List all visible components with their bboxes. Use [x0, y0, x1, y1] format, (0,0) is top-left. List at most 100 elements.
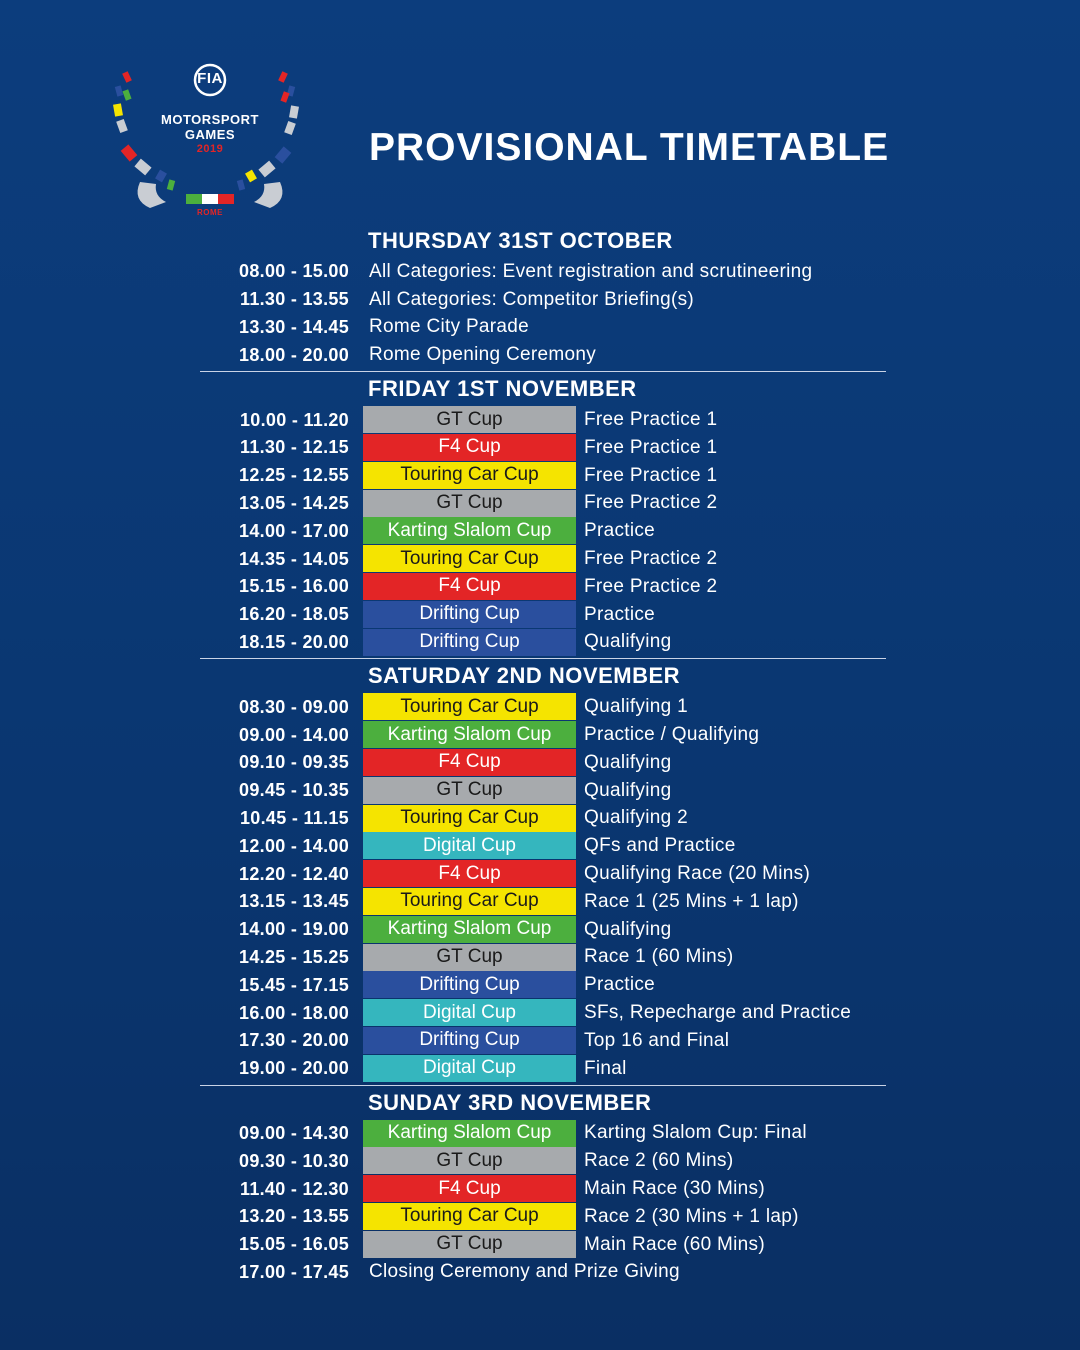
time-range: 08.00 - 15.00 — [239, 261, 349, 282]
category-badge: Touring Car Cup — [363, 461, 576, 489]
session-name: Qualifying — [584, 779, 672, 801]
category-badge: F4 Cup — [363, 572, 576, 600]
time-range: 14.25 - 15.25 — [239, 946, 349, 967]
category-badge: Drifting Cup — [363, 628, 576, 656]
day-section: FRIDAY 1ST NOVEMBER 10.00 - 11.20 GT Cup Fr… — [200, 372, 886, 660]
schedule-row: 10.45 - 11.15 Touring Car Cup Qualifying 2 — [200, 804, 886, 833]
schedule-row: 09.00 - 14.30 Karting Slalom Cup Karting S… — [200, 1119, 886, 1148]
category-badge: Digital Cup — [363, 999, 576, 1027]
category-badge: Drifting Cup — [363, 1026, 576, 1054]
session-name: Free Practice 1 — [584, 409, 718, 431]
session-name: Race 1 (60 Mins) — [584, 946, 734, 968]
session-name: SFs, Repecharge and Practice — [584, 1002, 852, 1024]
session-name: Race 2 (30 Mins + 1 lap) — [584, 1205, 799, 1227]
category-badge: GT Cup — [363, 776, 576, 804]
time-range: 08.30 - 09.00 — [239, 696, 349, 717]
time-range: 16.00 - 18.00 — [239, 1002, 349, 1023]
time-range: 16.20 - 18.05 — [239, 604, 349, 625]
schedule-row: 14.25 - 15.25 GT Cup Race 1 (60 Mins) — [200, 943, 886, 972]
session-name: Free Practice 2 — [584, 548, 718, 570]
session-name: Final — [584, 1057, 627, 1079]
schedule-row: 15.15 - 16.00 F4 Cup Free Practice 2 — [200, 572, 886, 601]
logo-year: 2019 — [196, 143, 224, 155]
day-title: SATURDAY 2ND NOVEMBER — [368, 663, 681, 689]
event-logo: FIA MOTORSPORT GAMES 2019 ROME — [110, 62, 310, 222]
day-section: THURSDAY 31ST OCTOBER 08.00 - 15.00 All Ca… — [200, 224, 886, 373]
section-divider — [200, 658, 886, 660]
logo-line-1: MOTORSPORT — [161, 112, 259, 127]
category-badge: Karting Slalom Cup — [363, 1119, 576, 1147]
event-description: All Categories: Event registration and s… — [369, 260, 813, 282]
session-name: Practice — [584, 603, 656, 625]
session-name: Qualifying — [584, 631, 672, 653]
schedule-row: 16.00 - 18.00 Digital Cup SFs, Repecharge … — [200, 999, 886, 1027]
category-badge: F4 Cup — [363, 860, 576, 888]
logo-line-2: GAMES — [184, 127, 236, 142]
time-range: 11.30 - 13.55 — [240, 289, 349, 310]
category-badge: Karting Slalom Cup — [363, 517, 576, 545]
schedule-row: 08.00 - 15.00 All Categories: Event regis… — [200, 258, 886, 286]
section-divider — [200, 371, 886, 373]
category-badge: GT Cup — [363, 943, 576, 971]
schedule-row: 18.15 - 20.00 Drifting Cup Qualifying — [200, 628, 886, 657]
category-badge: GT Cup — [363, 1147, 576, 1175]
schedule-row: 09.45 - 10.35 GT Cup Qualifying — [200, 776, 886, 805]
time-range: 10.45 - 11.15 — [240, 807, 349, 828]
session-name: Free Practice 1 — [584, 436, 718, 458]
time-range: 18.00 - 20.00 — [239, 344, 349, 365]
day-title: SUNDAY 3RD NOVEMBER — [368, 1089, 652, 1115]
category-badge: GT Cup — [363, 406, 576, 434]
day-section: SATURDAY 2ND NOVEMBER 08.30 - 09.00 Tourin… — [200, 659, 886, 1086]
page-title: PROVISIONAL TIMETABLE — [369, 126, 890, 169]
time-range: 09.00 - 14.00 — [239, 724, 349, 745]
schedule-row: 09.10 - 09.35 F4 Cup Qualifying — [200, 748, 886, 777]
time-range: 18.15 - 20.00 — [239, 631, 349, 652]
logo-city: ROME — [197, 208, 223, 217]
time-range: 09.45 - 10.35 — [239, 780, 349, 801]
time-range: 13.15 - 13.45 — [239, 891, 349, 912]
schedule-row: 13.30 - 14.45 Rome City Parade — [200, 314, 886, 342]
event-description: Rome City Parade — [369, 316, 530, 338]
session-name: Race 1 (25 Mins + 1 lap) — [584, 890, 799, 912]
category-badge: Touring Car Cup — [363, 545, 576, 573]
schedule-row: 11.40 - 12.30 F4 Cup Main Race (30 Mins) — [200, 1175, 886, 1203]
schedule-row: 14.00 - 17.00 Karting Slalom Cup Practice — [200, 517, 886, 545]
session-name: Qualifying — [584, 918, 672, 940]
category-badge: Digital Cup — [363, 1054, 576, 1082]
event-description: Rome Opening Ceremony — [369, 344, 597, 366]
day-title: THURSDAY 31ST OCTOBER — [368, 228, 673, 253]
schedule-row: 17.00 - 17.45 Closing Ceremony and Prize … — [200, 1259, 886, 1287]
session-name: Free Practice 2 — [584, 575, 718, 597]
day-title: FRIDAY 1ST NOVEMBER — [368, 376, 637, 402]
session-name: Top 16 and Final — [584, 1029, 730, 1051]
schedule-row: 09.30 - 10.30 GT Cup Race 2 (60 Mins) — [200, 1147, 886, 1175]
schedule-row: 09.00 - 14.00 Karting Slalom Cup Practice … — [200, 721, 886, 749]
schedule-row: 16.20 - 18.05 Drifting Cup Practice — [200, 600, 886, 629]
time-range: 09.10 - 09.35 — [239, 752, 349, 773]
schedule-row: 13.15 - 13.45 Touring Car Cup Race 1 (25 M… — [200, 887, 886, 916]
schedule-row: 19.00 - 20.00 Digital Cup Final — [200, 1054, 886, 1083]
session-name: Qualifying Race (20 Mins) — [584, 863, 811, 885]
session-name: Main Race (60 Mins) — [584, 1233, 765, 1255]
schedule-row: 15.05 - 16.05 GT Cup Main Race (60 Mins) — [200, 1230, 886, 1259]
session-name: Race 2 (60 Mins) — [584, 1150, 734, 1172]
schedule-row: 13.05 - 14.25 GT Cup Free Practice 2 — [200, 489, 886, 518]
wreath-icon — [113, 63, 299, 208]
category-badge: F4 Cup — [363, 433, 576, 461]
schedule-row: 12.20 - 12.40 F4 Cup Qualifying Race (20 M… — [200, 860, 886, 888]
session-name: Practice / Qualifying — [584, 724, 760, 746]
session-name: Main Race (30 Mins) — [584, 1178, 765, 1199]
category-badge: GT Cup — [363, 489, 576, 517]
time-range: 09.30 - 10.30 — [239, 1150, 349, 1171]
day-section: SUNDAY 3RD NOVEMBER 09.00 - 14.30 Karting … — [200, 1086, 886, 1287]
time-range: 10.00 - 11.20 — [240, 409, 349, 430]
session-name: QFs and Practice — [584, 835, 736, 857]
event-description: All Categories: Competitor Briefing(s) — [369, 288, 695, 310]
schedule-row: 13.20 - 13.55 Touring Car Cup Race 2 (30 M… — [200, 1202, 886, 1231]
time-range: 14.00 - 19.00 — [239, 919, 349, 940]
time-range: 15.45 - 17.15 — [239, 974, 349, 995]
schedule-row: 18.00 - 20.00 Rome Opening Ceremony — [200, 341, 886, 369]
session-name: Qualifying 2 — [584, 807, 688, 829]
category-badge: Touring Car Cup — [363, 804, 576, 832]
time-range: 12.00 - 14.00 — [239, 835, 349, 856]
